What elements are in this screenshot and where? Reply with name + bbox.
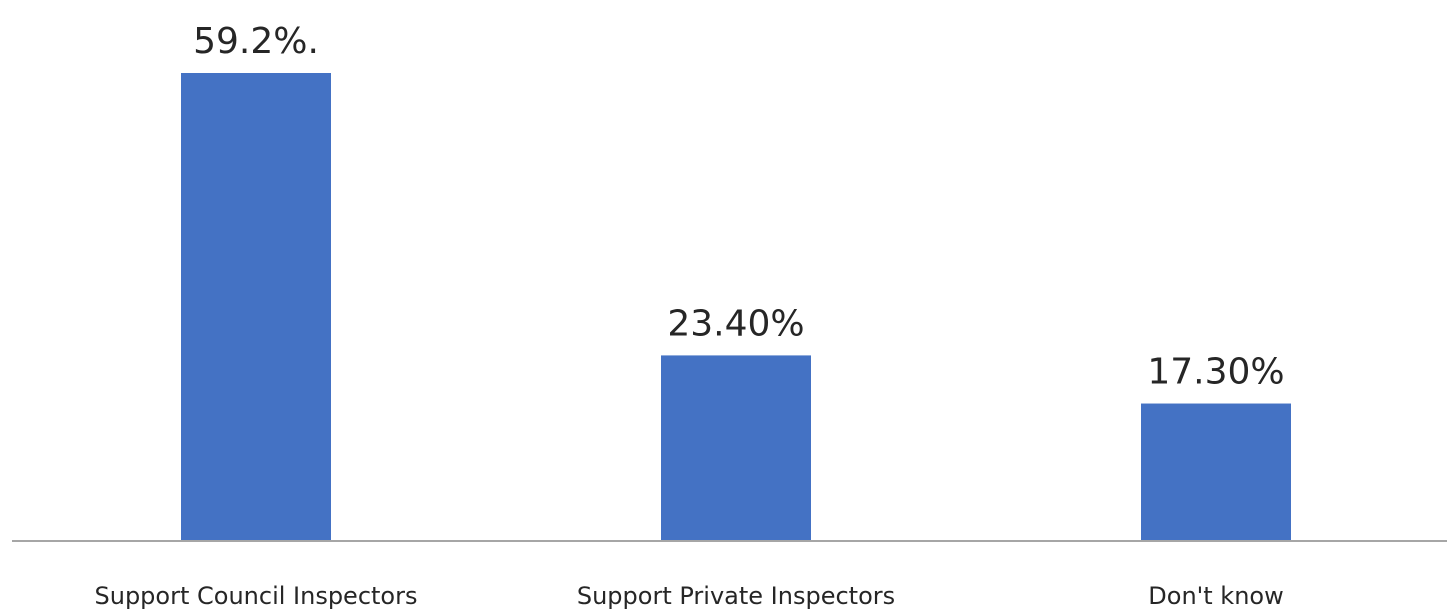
category-label-0: Support Council Inspectors (95, 582, 418, 609)
bar-0 (181, 73, 331, 540)
category-label-1: Support Private Inspectors (577, 582, 895, 609)
bar-2 (1141, 403, 1291, 540)
bar-1 (661, 355, 811, 540)
data-labels-group: 59.2%. 23.40% 17.30% (193, 21, 1285, 393)
category-labels-group: Support Council Inspectors Support Privat… (95, 582, 1284, 609)
bars-group (181, 73, 1291, 540)
data-label-2: 17.30% (1147, 352, 1284, 393)
data-label-0: 59.2%. (193, 21, 319, 62)
category-label-2: Don't know (1148, 582, 1283, 609)
data-label-1: 23.40% (667, 303, 804, 344)
